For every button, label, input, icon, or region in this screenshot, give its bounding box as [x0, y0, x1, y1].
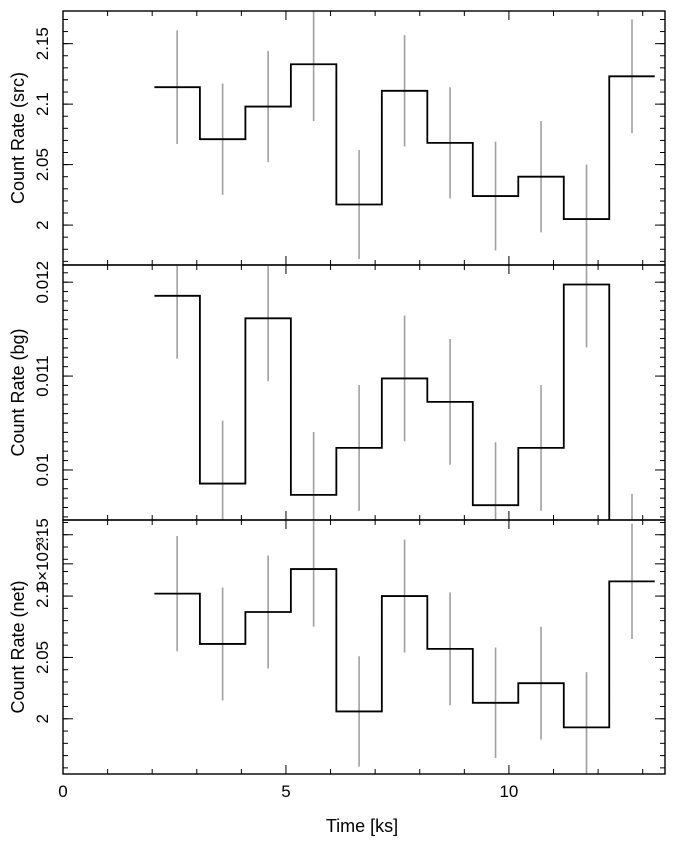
- y-tick-label: 0.011: [33, 355, 52, 396]
- panel-frame: [62, 519, 666, 775]
- panel-2: 9×10⁻³ 0.01 0.011 0.012 Count Rate (bg): [8, 261, 666, 590]
- panel-series: [154, 265, 633, 520]
- y-axis-label: Count Rate (src): [8, 72, 28, 204]
- y-tick-label: 2.15: [33, 27, 52, 60]
- step-histogram: [154, 568, 655, 729]
- y-tick-label: 2: [33, 220, 52, 229]
- x-tick-label: 0: [58, 782, 67, 801]
- panel-series: [154, 520, 655, 774]
- y-tick-label: 0.012: [33, 261, 52, 304]
- step-histogram: [154, 63, 655, 220]
- x-axis-label: Time [ks]: [326, 816, 398, 836]
- y-tick-label: 2.05: [33, 148, 52, 181]
- x-tick-label: 10: [499, 782, 518, 801]
- panel-1: 2 2.05 2.1 2.15 Count Rate (src): [8, 10, 666, 266]
- panel-series: [154, 11, 655, 265]
- y-tick-label: 9×10⁻³: [33, 537, 52, 590]
- x-tick-label: 5: [281, 782, 290, 801]
- y-tick-label: 2: [33, 714, 52, 723]
- y-axis-label: Count Rate (bg): [8, 328, 28, 456]
- y-tick-label: 2.05: [33, 641, 52, 674]
- panel-3: 2 2.05 2.1 2.15 Count Rate (net): [8, 518, 666, 775]
- y-tick-label: 2.1: [33, 584, 52, 608]
- y-tick-label: 2.1: [33, 92, 52, 116]
- panel-frame: [62, 10, 666, 266]
- y-axis-label: Count Rate (net): [8, 580, 28, 713]
- y-tick-label: 0.01: [33, 453, 52, 486]
- step-histogram: [154, 283, 611, 520]
- panel-frame: [62, 264, 666, 521]
- y-tick-label: 2.15: [33, 518, 52, 551]
